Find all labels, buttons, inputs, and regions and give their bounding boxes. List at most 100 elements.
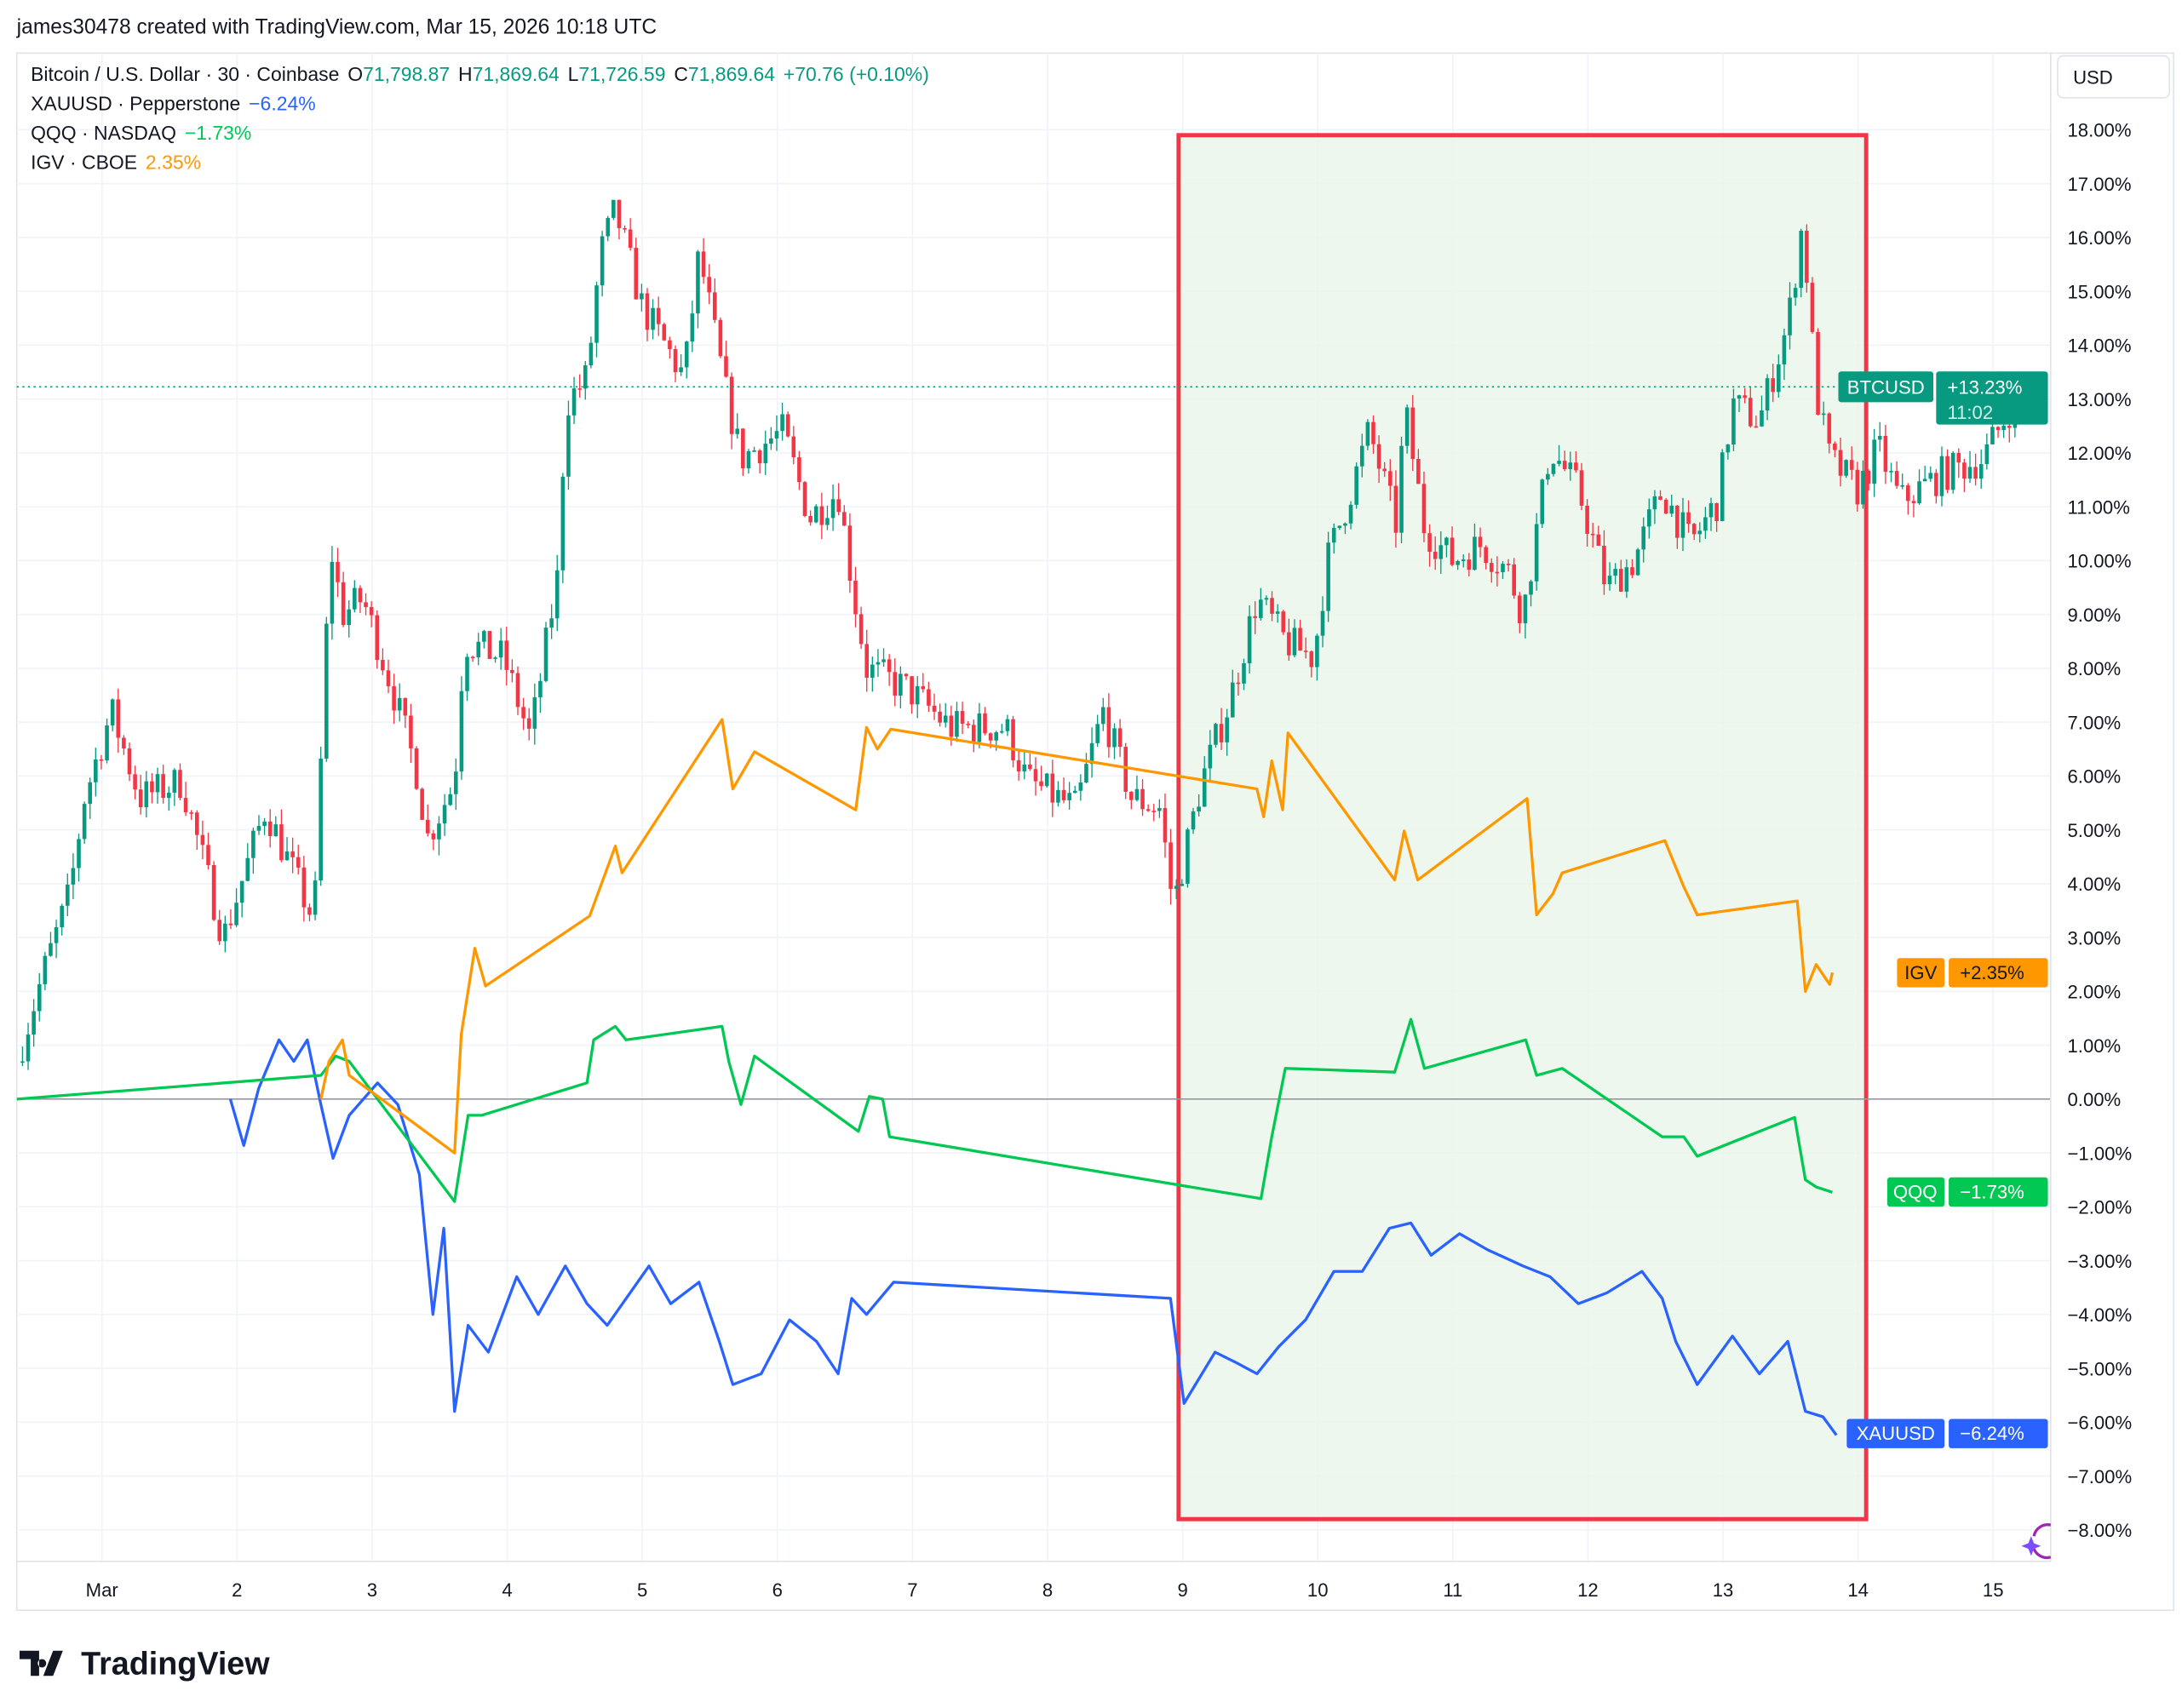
btc-candle <box>1551 463 1556 474</box>
btc-candle <box>1404 407 1410 446</box>
btc-candle <box>239 880 244 903</box>
btc-candle <box>921 685 926 690</box>
btc-candle <box>228 923 233 926</box>
btc-candle <box>746 450 751 469</box>
btc-candle <box>1618 569 1623 592</box>
btc-candle <box>1033 769 1038 782</box>
qqq-badge-value-bg <box>1949 1177 2048 1207</box>
btc-candle <box>1782 335 1787 364</box>
price-axis[interactable]: 18.00% 17.00% 16.00% 15.00% 14.00% 13.00% 12.0… <box>2068 120 2133 1541</box>
btc-candle <box>1275 611 1280 614</box>
btc-candle <box>606 217 611 237</box>
btc-candle <box>1163 808 1168 843</box>
time-axis[interactable]: Mar 2 3 4 5 6 7 8 9 10 11 12 13 14 15 <box>86 1579 2004 1601</box>
y-tick-label: 1.00% <box>2068 1035 2122 1057</box>
btc-candle <box>1765 378 1770 411</box>
y-tick-label: −4.00% <box>2068 1304 2133 1326</box>
legend-change: +70.76 (+0.10%) <box>784 63 929 85</box>
btc-candle <box>813 506 818 523</box>
btc-candle <box>780 414 784 432</box>
btc-candle <box>1647 509 1651 527</box>
btc-candle <box>1680 512 1685 538</box>
btc-candle <box>1202 768 1207 807</box>
x-tick-label: 6 <box>772 1579 783 1601</box>
btc-candle <box>60 905 64 928</box>
btc-candle <box>1669 505 1674 514</box>
btc-candle <box>1022 764 1027 771</box>
y-tick-label: 13.00% <box>2068 389 2132 410</box>
btc-candle <box>211 865 216 920</box>
btc-candle <box>549 618 554 628</box>
btc-candle <box>802 482 807 516</box>
tradingview-logo[interactable]: TradingView <box>19 1646 270 1682</box>
qqq-badge-value: −1.73% <box>1960 1181 2024 1202</box>
y-tick-label: 12.00% <box>2068 443 2132 464</box>
btc-candle <box>1613 569 1617 576</box>
btc-candles <box>20 199 2046 1070</box>
btc-candle <box>1686 512 1691 524</box>
legend-igv[interactable]: IGV · CBOE 2.35% <box>31 151 201 173</box>
btc-candle <box>425 819 430 834</box>
btc-candle <box>453 771 458 794</box>
btc-candle <box>1112 728 1117 748</box>
btc-candle <box>116 699 121 738</box>
y-tick-label: 16.00% <box>2068 227 2132 249</box>
btc-candle <box>217 920 222 942</box>
btc-candle <box>1990 427 1995 444</box>
btc-candle <box>1737 395 1742 399</box>
btc-candle <box>1433 552 1438 559</box>
btc-candle <box>1866 470 1871 484</box>
btc-candle <box>1574 462 1578 471</box>
btc-candle <box>651 307 655 330</box>
btc-candle <box>960 711 965 725</box>
btc-candle <box>510 669 514 673</box>
btc-candle <box>122 737 126 748</box>
btc-candle <box>437 823 441 840</box>
y-tick-label: 14.00% <box>2068 335 2132 357</box>
btc-candle <box>397 697 402 711</box>
btc-candle <box>448 794 452 805</box>
btc-candle <box>1180 883 1185 886</box>
btc-candle <box>785 414 790 437</box>
btc-candle <box>1754 426 1759 428</box>
btc-candle <box>858 614 864 645</box>
igv-badge-value: +2.35% <box>1960 962 2024 983</box>
btc-candle <box>808 515 813 523</box>
btc-candle <box>668 340 672 350</box>
legend-xauusd[interactable]: XAUUSD · Pepperstone −6.24% <box>31 93 316 115</box>
x-tick-label: 2 <box>232 1579 242 1601</box>
btc-candle <box>1540 479 1545 524</box>
btc-candle <box>1557 461 1561 464</box>
legend-open-label: O <box>347 63 363 85</box>
series-lines <box>16 718 1838 1436</box>
btc-candle <box>899 673 903 696</box>
btc-candle <box>65 884 70 906</box>
btc-candle <box>364 602 368 607</box>
btc-candle <box>696 251 700 314</box>
btc-candle <box>538 680 543 697</box>
legend-igv-change: 2.35% <box>146 151 201 173</box>
tradingview-logo-text: TradingView <box>81 1646 270 1682</box>
btc-candle <box>54 927 59 943</box>
legend-qqq[interactable]: QQQ · NASDAQ −1.73% <box>31 122 251 144</box>
btc-candle <box>1697 530 1703 535</box>
qqq-line <box>16 1017 1833 1203</box>
y-tick-label: 5.00% <box>2068 820 2122 841</box>
x-tick-label: 11 <box>1443 1579 1462 1601</box>
currency-button[interactable] <box>2057 54 2171 99</box>
btc-candle <box>313 880 318 915</box>
btc-candle <box>420 788 424 820</box>
btc-candle <box>1922 479 1927 482</box>
btc-candle <box>830 499 835 519</box>
btc-candle <box>628 229 633 249</box>
legend-main[interactable]: Bitcoin / U.S. Dollar · 30 · Coinbase O71… <box>31 63 929 85</box>
sparkle-assistant-icon[interactable] <box>2021 1523 2052 1560</box>
btc-candle <box>324 623 329 759</box>
btc-candle <box>1456 560 1460 565</box>
legend-igv-name: IGV · CBOE <box>31 151 137 173</box>
btc-candle <box>752 450 756 452</box>
btc-candle <box>893 672 898 696</box>
btc-candle <box>1056 789 1060 803</box>
btc-candle <box>1793 288 1798 298</box>
btc-candle <box>1242 662 1246 684</box>
